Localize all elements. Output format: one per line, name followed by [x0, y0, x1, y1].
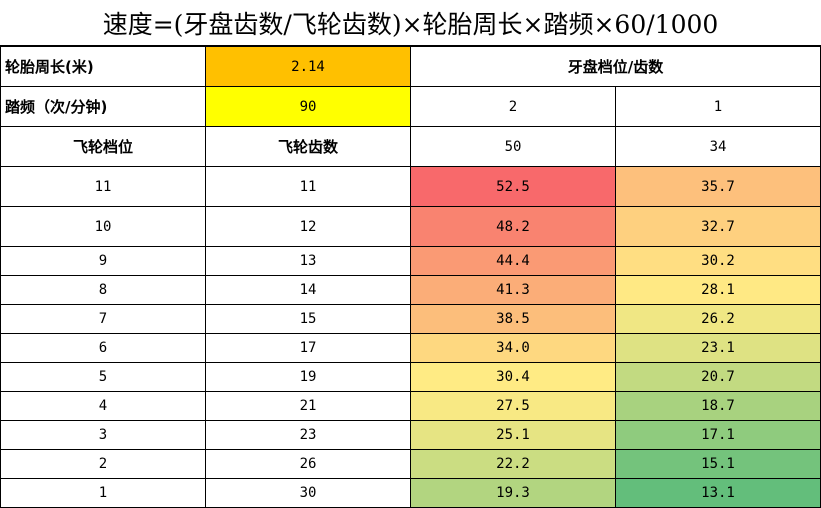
cog-teeth-cell[interactable]: 15 — [205, 304, 411, 334]
cog-position-cell[interactable]: 11 — [0, 166, 206, 207]
speed-cell-50[interactable]: 38.5 — [410, 304, 616, 334]
cog-teeth-cell[interactable]: 14 — [205, 275, 411, 305]
cog-position-cell[interactable]: 7 — [0, 304, 206, 334]
speed-cell-50[interactable]: 41.3 — [410, 275, 616, 305]
speed-cell-34[interactable]: 17.1 — [614, 420, 821, 450]
table-row: 4 21 27.5 18.7 — [0, 391, 821, 421]
speed-cell-50[interactable]: 27.5 — [410, 391, 616, 421]
speed-table: 轮胎周长(米) 2.14 牙盘档位/齿数 踏频（次/分钟) 90 2 1 飞轮档… — [0, 46, 821, 508]
cog-position-header[interactable]: 飞轮档位 — [0, 126, 206, 167]
table-row: 8 14 41.3 28.1 — [0, 275, 821, 305]
cog-teeth-cell[interactable]: 12 — [205, 206, 411, 247]
speed-cell-50[interactable]: 52.5 — [410, 166, 616, 207]
table-row: 5 19 30.4 20.7 — [0, 362, 821, 392]
formula-title: 速度=(牙盘齿数/飞轮齿数)×轮胎周长×踏频×60/1000 — [0, 0, 821, 46]
speed-cell-34[interactable]: 18.7 — [614, 391, 821, 421]
cog-position-cell[interactable]: 3 — [0, 420, 206, 450]
speed-cell-50[interactable]: 25.1 — [410, 420, 616, 450]
cog-teeth-header[interactable]: 飞轮齿数 — [205, 126, 411, 167]
table-row: 2 26 22.2 15.1 — [0, 449, 821, 479]
cog-position-cell[interactable]: 4 — [0, 391, 206, 421]
cog-teeth-cell[interactable]: 23 — [205, 420, 411, 450]
speed-cell-34[interactable]: 13.1 — [614, 478, 821, 508]
table-row: 6 17 34.0 23.1 — [0, 333, 821, 363]
cog-teeth-cell[interactable]: 13 — [205, 246, 411, 276]
cog-position-cell[interactable]: 2 — [0, 449, 206, 479]
cog-position-cell[interactable]: 1 — [0, 478, 206, 508]
cog-position-cell[interactable]: 10 — [0, 206, 206, 247]
speed-cell-34[interactable]: 32.7 — [614, 206, 821, 247]
cog-position-cell[interactable]: 6 — [0, 333, 206, 363]
speed-cell-34[interactable]: 20.7 — [614, 362, 821, 392]
tire-circumference-label[interactable]: 轮胎周长(米) — [0, 46, 206, 87]
speed-cell-34[interactable]: 30.2 — [614, 246, 821, 276]
speed-cell-34[interactable]: 26.2 — [614, 304, 821, 334]
table-row: 7 15 38.5 26.2 — [0, 304, 821, 334]
cadence-value[interactable]: 90 — [205, 86, 411, 127]
chainring-gear-2[interactable]: 2 — [410, 86, 616, 127]
table-row: 10 12 48.2 32.7 — [0, 206, 821, 247]
table-row: 3 23 25.1 17.1 — [0, 420, 821, 450]
speed-cell-50[interactable]: 34.0 — [410, 333, 616, 363]
speed-cell-50[interactable]: 19.3 — [410, 478, 616, 508]
cog-teeth-cell[interactable]: 17 — [205, 333, 411, 363]
cog-teeth-cell[interactable]: 26 — [205, 449, 411, 479]
cog-teeth-cell[interactable]: 11 — [205, 166, 411, 207]
chainring-teeth-50[interactable]: 50 — [410, 126, 616, 167]
chainring-header[interactable]: 牙盘档位/齿数 — [409, 46, 821, 87]
speed-cell-50[interactable]: 48.2 — [410, 206, 616, 247]
chainring-teeth-34[interactable]: 34 — [614, 126, 821, 167]
table-row: 9 13 44.4 30.2 — [0, 246, 821, 276]
speed-cell-50[interactable]: 30.4 — [410, 362, 616, 392]
table-row: 1 30 19.3 13.1 — [0, 478, 821, 508]
cog-position-cell[interactable]: 9 — [0, 246, 206, 276]
speed-cell-34[interactable]: 28.1 — [614, 275, 821, 305]
chainring-gear-1[interactable]: 1 — [614, 86, 821, 127]
speed-cell-34[interactable]: 15.1 — [614, 449, 821, 479]
speed-cell-50[interactable]: 22.2 — [410, 449, 616, 479]
table-row: 11 11 52.5 35.7 — [0, 166, 821, 207]
speed-cell-34[interactable]: 35.7 — [614, 166, 821, 207]
cog-teeth-cell[interactable]: 21 — [205, 391, 411, 421]
tire-circumference-value[interactable]: 2.14 — [205, 46, 411, 87]
cog-position-cell[interactable]: 5 — [0, 362, 206, 392]
cadence-label[interactable]: 踏频（次/分钟) — [0, 86, 206, 127]
cog-position-cell[interactable]: 8 — [0, 275, 206, 305]
cog-teeth-cell[interactable]: 30 — [205, 478, 411, 508]
cog-teeth-cell[interactable]: 19 — [205, 362, 411, 392]
speed-cell-34[interactable]: 23.1 — [614, 333, 821, 363]
speed-cell-50[interactable]: 44.4 — [410, 246, 616, 276]
